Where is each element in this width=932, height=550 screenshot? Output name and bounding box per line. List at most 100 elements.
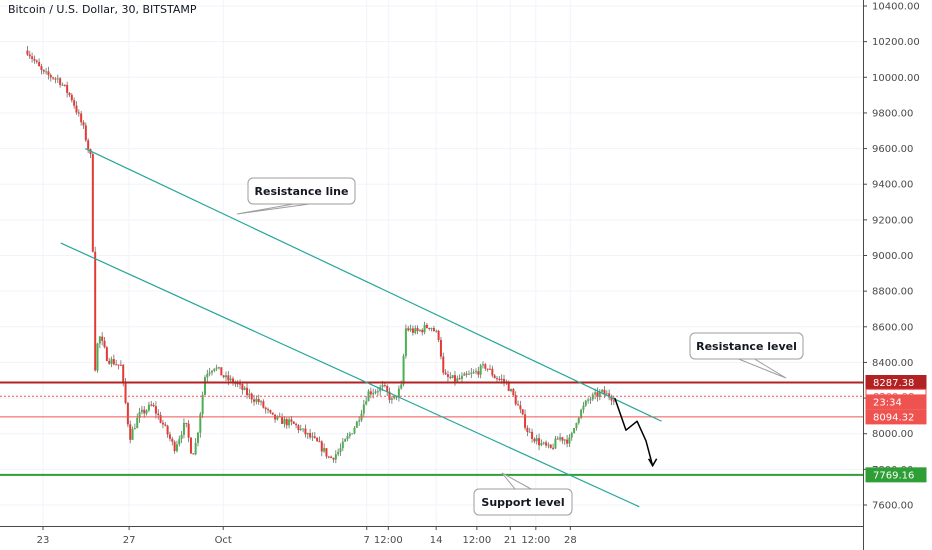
candle-body	[199, 414, 202, 433]
trend-line-upper[interactable]	[85, 148, 662, 422]
candle-body	[56, 78, 59, 80]
x-tick-label: 23	[37, 535, 50, 546]
candle-body	[192, 453, 195, 455]
candle-body	[110, 359, 113, 364]
candle-body	[334, 454, 337, 460]
candle-body	[383, 385, 386, 387]
candle-body	[542, 442, 545, 444]
y-tick-label: 9800.00	[872, 108, 913, 119]
y-tick-label: 8600.00	[872, 322, 913, 333]
candle-body	[503, 379, 506, 382]
candle-body	[470, 372, 473, 374]
price-tag-label: 8094.32	[873, 412, 914, 423]
candle-body	[182, 422, 185, 435]
candle-body	[589, 399, 592, 401]
candle-body	[82, 122, 85, 126]
candle-body	[208, 372, 211, 374]
candle-body	[421, 329, 424, 333]
candle-body	[269, 410, 272, 413]
candle-body	[409, 328, 412, 331]
candle-body	[47, 71, 50, 75]
candle-body	[402, 356, 405, 385]
candle-body	[323, 448, 326, 452]
candle-body	[407, 328, 410, 331]
candle-body	[507, 381, 510, 392]
candle-body	[369, 391, 372, 395]
price-axis-bg	[863, 0, 932, 550]
candle-body	[147, 404, 150, 411]
trend-line-lower[interactable]	[60, 242, 640, 508]
candle-body	[33, 58, 36, 61]
candle-body	[124, 381, 127, 403]
candle-body	[225, 375, 228, 378]
candle-body	[276, 416, 279, 420]
candle-body	[40, 66, 43, 70]
candle-body	[594, 392, 597, 395]
candle-body	[246, 387, 249, 396]
y-tick-label: 9200.00	[872, 215, 913, 226]
candle-body	[70, 94, 73, 101]
x-tick-label: 21	[504, 535, 517, 546]
candle-body	[196, 432, 199, 443]
y-tick-label: 10000.00	[872, 73, 920, 84]
candle-body	[281, 416, 284, 424]
callout-annotation[interactable]: Resistance level	[689, 332, 804, 379]
candle-body	[444, 372, 447, 375]
candle-body	[463, 373, 466, 376]
candle-body	[98, 336, 101, 344]
x-tick-label: 12:00	[374, 535, 403, 546]
callout-pointer	[501, 472, 532, 490]
candle-body	[313, 436, 316, 438]
candle-body	[26, 50, 29, 55]
candle-body	[222, 375, 225, 378]
candle-body	[185, 422, 188, 424]
candle-body	[351, 433, 354, 435]
candle-body	[437, 330, 440, 340]
candle-body	[187, 423, 190, 438]
candle-body	[227, 375, 230, 381]
candle-body	[446, 374, 449, 377]
candle-body	[346, 435, 349, 440]
candle-body	[362, 404, 365, 414]
projection-arrowhead	[647, 458, 658, 468]
candle-body	[87, 140, 90, 150]
candle-body	[150, 404, 153, 406]
candle-body	[493, 375, 496, 379]
candle-body	[306, 433, 309, 435]
candle-body	[428, 327, 431, 329]
callout-label: Resistance level	[696, 340, 797, 353]
candle-body	[320, 441, 323, 452]
callout-annotation[interactable]: Resistance line	[236, 177, 356, 215]
candle-body	[514, 395, 517, 405]
candle-body	[178, 438, 181, 445]
candle-body	[563, 439, 566, 441]
candle-body	[479, 365, 482, 375]
candle-body	[547, 444, 550, 446]
chart-grid	[0, 0, 863, 526]
candle-body	[393, 395, 396, 399]
price-tag-box	[865, 394, 927, 410]
candle-body	[220, 367, 223, 376]
candle-body	[552, 447, 555, 449]
candle-body	[603, 389, 606, 395]
callout-annotation[interactable]: Support level	[473, 472, 573, 516]
candle-body	[236, 383, 239, 385]
x-tick-label: 7	[364, 535, 370, 546]
candle-body	[608, 393, 611, 398]
drawing-objects: Resistance line Resistance level Support l…	[0, 148, 863, 516]
projection-path[interactable]	[614, 397, 654, 466]
candle-body	[339, 448, 342, 453]
candle-body	[152, 404, 155, 407]
candle-body	[491, 368, 494, 376]
candle-body	[327, 456, 330, 458]
candle-body	[189, 437, 192, 454]
candle-body	[531, 431, 534, 439]
candle-body	[267, 409, 270, 411]
price-tag: 7769.16	[865, 467, 927, 483]
candle-body	[605, 393, 608, 395]
candle-body	[264, 407, 267, 410]
candle-body	[365, 401, 368, 405]
candle-body	[411, 328, 414, 333]
candle-body	[432, 328, 435, 332]
